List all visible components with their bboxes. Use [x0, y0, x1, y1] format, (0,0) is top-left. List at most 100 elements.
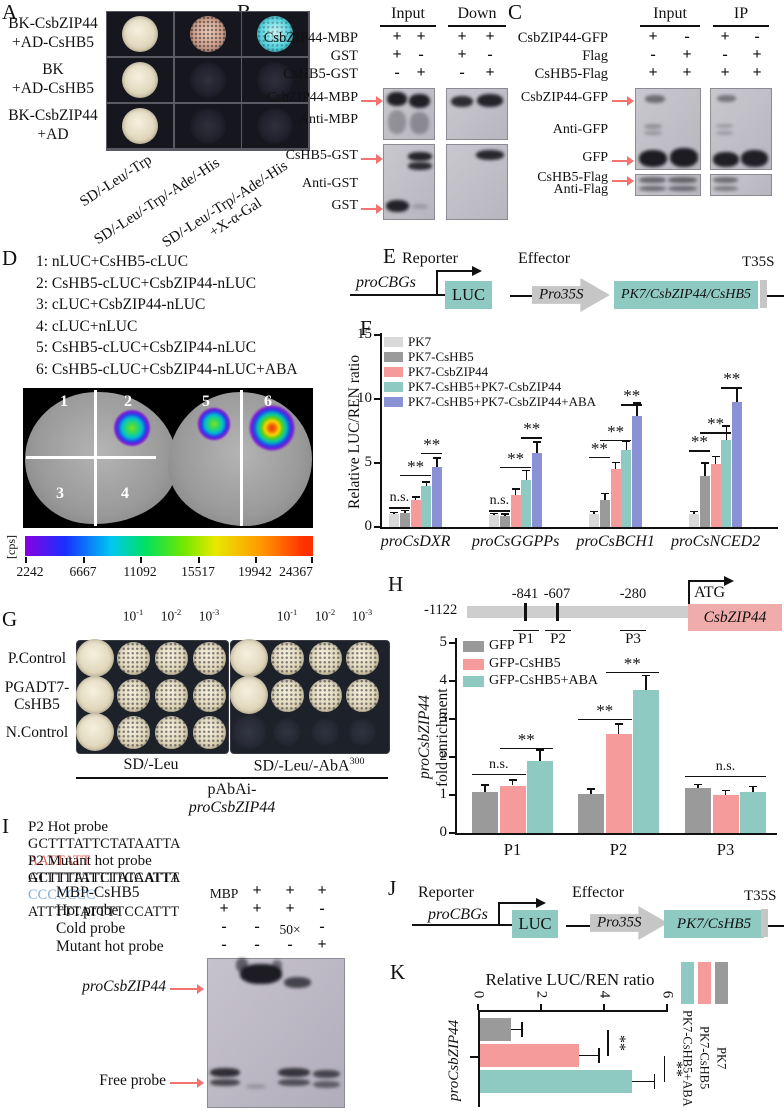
significance-label: n.s.: [715, 759, 736, 774]
medium-superscript: 300: [349, 756, 365, 767]
plus-minus: +: [457, 46, 467, 63]
panel-d-legend-item: 4: cLUC+nLUC: [36, 317, 138, 335]
bar: [589, 514, 599, 527]
x-tick: [603, 1004, 605, 1010]
bar: [689, 514, 699, 527]
error-bar-cap: [633, 402, 642, 404]
band-label: Anti-MBP: [298, 112, 358, 127]
yeast-plate-cell: [242, 104, 308, 148]
scale-tick: [255, 557, 258, 563]
plus-minus: +: [752, 46, 762, 63]
legend-label: PK7-CsHB5: [408, 349, 474, 364]
protein-band: [716, 131, 733, 135]
promoter-name: proCBGs: [356, 274, 416, 291]
plus-minus: -: [418, 46, 424, 63]
yeast-spot: [308, 641, 342, 675]
emsa-value: MBP: [209, 886, 239, 901]
luminescence-spot: [196, 406, 232, 442]
emsa-value: +: [252, 900, 262, 917]
band-label: GST: [331, 198, 358, 213]
yeast-spot: [231, 714, 267, 750]
plus-minus: +: [648, 28, 658, 45]
plus-minus: -: [684, 28, 690, 45]
protein-band: [387, 92, 407, 106]
bar: [633, 689, 659, 833]
y2h-row-label-line: +AD-CsHB5: [12, 80, 94, 97]
band-arrow: [612, 96, 634, 106]
y-tick-label: 10: [357, 390, 372, 406]
bar: [479, 1018, 511, 1041]
protein-band: [713, 152, 739, 167]
bar: [521, 479, 532, 527]
plus-minus: -: [650, 46, 656, 63]
band-label: Anti-GFP: [552, 122, 608, 137]
y2h-row-label: BK +AD-CsHB5: [0, 60, 106, 98]
yeast-spot: [154, 678, 188, 712]
x-axis: [478, 1010, 668, 1012]
error-bar-line: [625, 441, 628, 451]
significance-label: **: [590, 438, 608, 458]
panel-d-legend-item: 6: CsHB5-cLUC+CsbZIP44-nLUC+ABA: [36, 360, 298, 378]
yeast-spot: [257, 108, 293, 144]
bar: [740, 792, 766, 833]
x-category-label: P1: [503, 840, 522, 859]
leaf-number: 3: [56, 485, 64, 502]
effector-promoter-label: Pro35S: [539, 286, 584, 303]
error-bar-cap: [390, 511, 398, 514]
plate-medium-label: SD/-Leu/-AbA300: [253, 756, 365, 775]
yeast-spot: [76, 639, 114, 677]
protein-band: [476, 150, 504, 160]
scale-value: 11092: [123, 564, 157, 579]
probe-seq-left: GCTTTATTCTATAATTA: [28, 870, 181, 886]
arrow-head: [627, 96, 634, 106]
probe-seq-core: AATTATT: [28, 853, 91, 869]
plus-minus: -: [394, 64, 400, 81]
bar: [479, 1044, 579, 1067]
dilution-exponent: -2: [328, 608, 336, 617]
site-position: -607: [543, 586, 571, 602]
yeast-spot: [192, 715, 226, 749]
effector-endline: [767, 295, 784, 297]
band-label: CsbZIP44-GFP: [520, 90, 608, 105]
error-bar-line: [484, 785, 486, 792]
significance-line: [607, 1029, 609, 1056]
arrow-shaft: [361, 208, 377, 210]
yeast-spot: [116, 678, 150, 712]
arrow-shaft: [612, 100, 628, 102]
bait-caption-gene: proCsbZIP44: [188, 799, 276, 816]
significance-line: [578, 719, 632, 721]
plus-minus: -: [487, 46, 493, 63]
bait-caption: pAbAi-proCsbZIP44: [132, 781, 332, 817]
significance-line: [472, 774, 526, 776]
band-arrow: [170, 1078, 204, 1088]
dilution-label: 10-3: [198, 608, 220, 624]
legend-swatch: [681, 962, 694, 1004]
protein-band: [386, 200, 409, 212]
y2h-row-label-line: +AD: [37, 126, 69, 143]
significance-line: [421, 452, 443, 455]
error-bar-line: [539, 750, 541, 761]
promoter-arrow-line: [498, 902, 536, 904]
bar: [421, 486, 432, 527]
atg-label: ATG: [694, 584, 726, 601]
error-bar-cap: [590, 510, 598, 513]
promoter-riser: [436, 270, 438, 294]
error-bar-line: [697, 784, 699, 789]
error-bar-cap: [490, 512, 498, 515]
bar: [432, 466, 443, 527]
bar: [399, 512, 410, 527]
arrow-shaft: [361, 100, 377, 102]
plus-minus: -: [459, 64, 465, 81]
blot-group-header: Down: [457, 5, 497, 22]
construct-row-label: Flag: [582, 48, 608, 64]
leaf-number: 1: [60, 393, 68, 410]
emsa-value: -: [254, 918, 260, 935]
bar: [532, 452, 543, 527]
error-bar-cap: [614, 723, 623, 725]
probe-seq-right: ATTTTTATTTTCCATTT: [28, 870, 180, 886]
arrow-head: [376, 204, 383, 214]
significance-label: **: [611, 1034, 629, 1051]
significance-label: **: [623, 653, 641, 673]
bar: [489, 515, 499, 527]
yeast-spot: [189, 108, 226, 144]
